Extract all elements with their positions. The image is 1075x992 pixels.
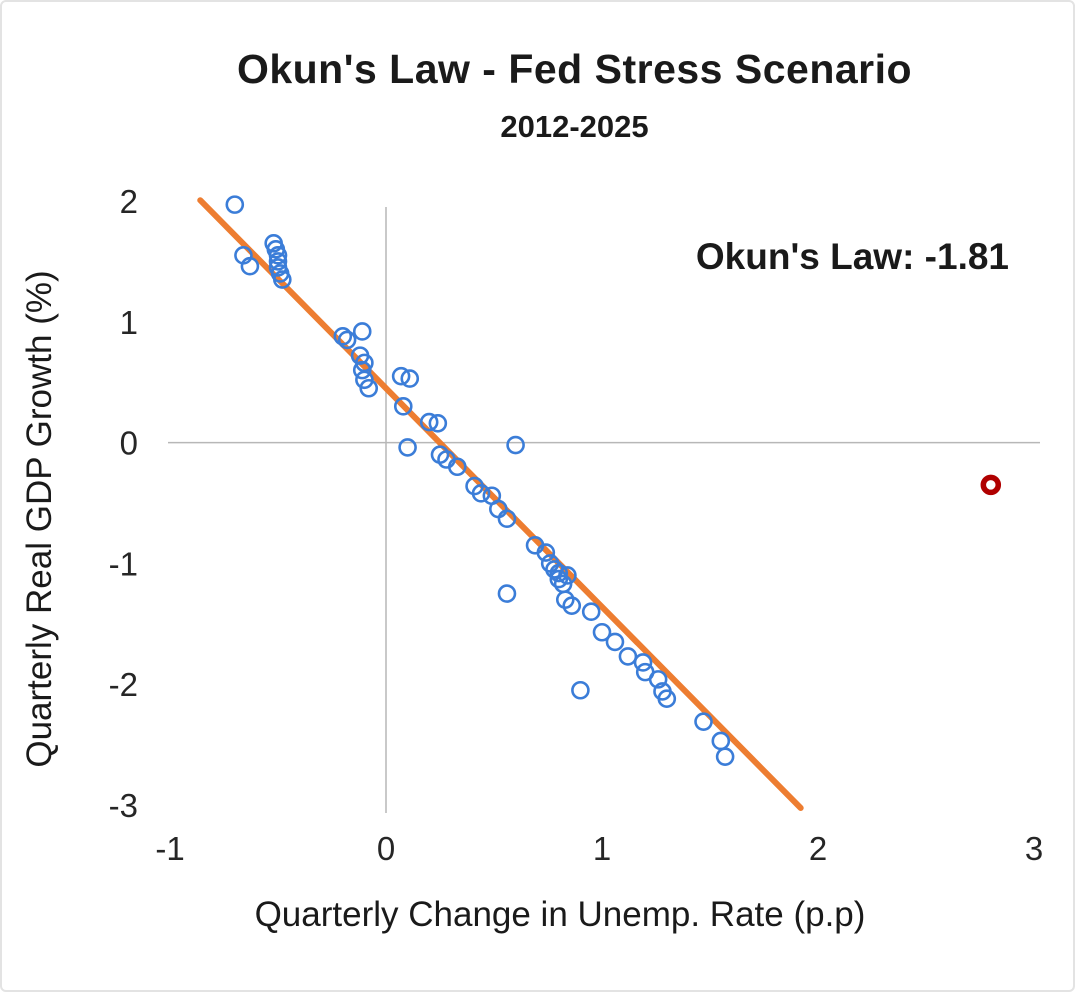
quarterly-observations-point [240, 256, 260, 276]
quarterly-observations-point [592, 622, 612, 642]
quarterly-observations-point [715, 747, 735, 766]
quarterly-observations-point [549, 563, 569, 583]
x-tick-label: 3 [1025, 830, 1043, 867]
quarterly-observations-point [571, 680, 590, 700]
quarterly-observations-point [471, 484, 491, 503]
quarterly-observations-point [352, 322, 372, 341]
okun-trend-line [197, 197, 804, 812]
quarterly-observations-point [359, 378, 379, 398]
quarterly-observations-point [419, 412, 439, 432]
quarterly-observations-point [428, 413, 448, 433]
x-tick-label: -1 [155, 830, 184, 867]
x-tick-label: 0 [377, 830, 395, 867]
quarterly-observations-point [558, 566, 577, 585]
quarterly-observations-point [268, 252, 288, 271]
okun-coefficient-annotation: Okun's Law: -1.81 [695, 236, 1009, 277]
y-tick-label: 2 [120, 183, 138, 220]
quarterly-observations-point [657, 689, 677, 708]
y-tick-label: -1 [109, 545, 138, 582]
x-tick-label: 1 [593, 830, 611, 867]
quarterly-observations-point [562, 596, 582, 615]
quarterly-observations-point [352, 360, 372, 380]
quarterly-observations-point [711, 731, 731, 751]
quarterly-observations-point [398, 438, 417, 457]
quarterly-observations-point [497, 584, 517, 603]
quarterly-observations-point [273, 270, 292, 289]
quarterly-observations-point [506, 435, 525, 455]
quarterly-observations-point [648, 670, 668, 689]
y-tick-label: -2 [109, 666, 138, 703]
quarterly-observations-point [618, 647, 638, 666]
quarterly-observations-point [333, 326, 353, 346]
chart-title: Okun's Law - Fed Stress Scenario [236, 46, 913, 92]
quarterly-observations-point [497, 509, 517, 529]
quarterly-observations-point [447, 457, 467, 477]
y-tick-label: -3 [109, 787, 138, 824]
quarterly-observations-point [605, 632, 625, 652]
stress-scenario-outlier-point [980, 474, 1002, 496]
chart-subtitle: 2012-2025 [500, 109, 649, 144]
quarterly-observations-point [391, 366, 411, 386]
quarterly-observations-point [581, 602, 601, 622]
x-axis-label: Quarterly Change in Unemp. Rate (p.p) [254, 895, 866, 934]
y-tick-label: 0 [120, 425, 138, 462]
quarterly-observations-point [633, 653, 653, 672]
y-tick-label: 1 [120, 304, 138, 341]
quarterly-observations-point [225, 195, 245, 214]
quarterly-observations-point [268, 246, 288, 265]
quarterly-observations-point [400, 369, 420, 388]
quarterly-observations-point [536, 543, 556, 562]
x-tick-label: 2 [809, 830, 827, 867]
quarterly-observations-point [337, 330, 357, 350]
quarterly-observations-point [694, 712, 713, 731]
quarterly-observations-point [393, 397, 413, 416]
quarterly-observations-point [549, 569, 569, 589]
